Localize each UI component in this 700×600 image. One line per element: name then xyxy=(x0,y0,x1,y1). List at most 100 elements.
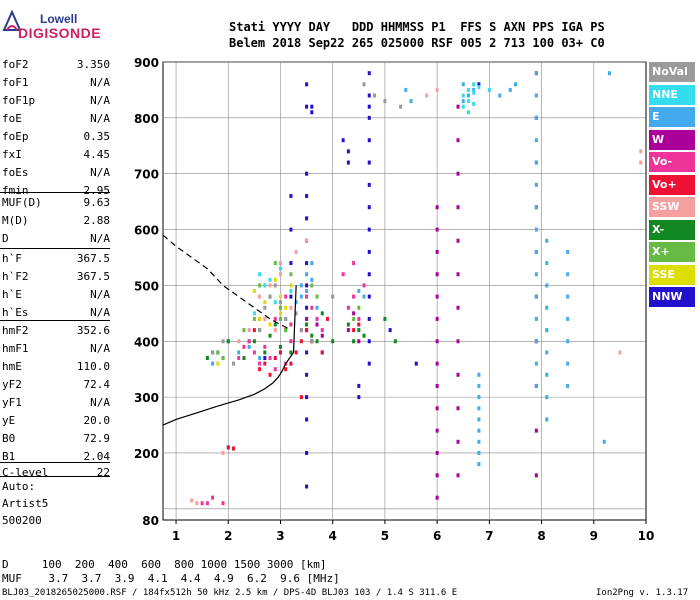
echo-mark xyxy=(237,356,241,361)
param-value: 2.04 xyxy=(83,450,111,463)
echo-mark xyxy=(305,261,309,266)
echo-mark xyxy=(263,344,267,349)
echo-mark xyxy=(305,294,309,299)
param-row: foEs N/A xyxy=(2,164,110,182)
echo-mark xyxy=(352,294,356,299)
echo-mark xyxy=(258,283,262,288)
param-name: C-level xyxy=(2,466,49,479)
echo-mark xyxy=(211,495,215,500)
legend-item: NoVal xyxy=(649,62,695,82)
param-value: 367.5 xyxy=(76,270,110,283)
echo-mark xyxy=(305,305,309,310)
echo-mark xyxy=(263,305,267,310)
echo-mark xyxy=(435,383,439,388)
echo-mark xyxy=(258,356,262,361)
param-separator xyxy=(0,192,110,193)
echo-mark xyxy=(268,277,272,282)
echo-mark xyxy=(252,289,256,293)
echo-mark xyxy=(383,316,387,321)
echo-mark xyxy=(305,171,309,176)
echo-mark xyxy=(305,316,309,321)
echo-mark xyxy=(289,361,293,366)
echo-mark xyxy=(367,272,371,277)
echo-mark xyxy=(315,294,319,299)
param-row: foE N/A xyxy=(2,110,110,128)
echo-mark xyxy=(289,194,293,199)
echo-mark xyxy=(566,339,570,344)
echo-mark xyxy=(362,294,366,299)
echo-mark xyxy=(221,339,225,344)
echo-mark xyxy=(456,104,460,109)
echo-mark xyxy=(477,406,481,411)
echo-mark xyxy=(226,445,230,450)
echo-mark xyxy=(545,238,549,243)
echo-mark xyxy=(299,339,303,344)
echo-mark xyxy=(346,322,350,327)
y-tick-label: 800 xyxy=(134,112,159,126)
param-separator xyxy=(0,476,110,477)
param-name: foE xyxy=(2,112,22,125)
echo-mark xyxy=(305,289,309,293)
param-row: foF2 3.350 xyxy=(2,56,110,74)
echo-mark xyxy=(534,316,538,321)
echo-mark xyxy=(268,356,272,361)
echo-mark xyxy=(534,294,538,299)
param-name: yF1 xyxy=(2,396,22,409)
param-name: h`F2 xyxy=(2,270,29,283)
echo-mark xyxy=(435,495,439,500)
echo-mark xyxy=(258,294,262,299)
echo-mark xyxy=(367,182,371,187)
echo-mark xyxy=(289,289,293,293)
echo-mark xyxy=(278,272,282,277)
echo-mark xyxy=(294,311,298,316)
echo-mark xyxy=(231,361,235,366)
param-value: 20.0 xyxy=(83,414,111,427)
echo-mark xyxy=(566,316,570,321)
echo-mark xyxy=(252,339,256,344)
echo-mark xyxy=(545,328,549,333)
param-row: yE 20.0 xyxy=(2,412,110,430)
echo-mark xyxy=(263,361,267,366)
echo-mark xyxy=(305,272,309,277)
echo-mark xyxy=(305,104,309,109)
echo-mark xyxy=(310,277,314,282)
echo-mark xyxy=(258,367,262,372)
echo-mark xyxy=(545,417,549,422)
echo-mark xyxy=(367,294,371,299)
echo-mark xyxy=(357,383,361,388)
echo-mark xyxy=(362,82,366,87)
echo-mark xyxy=(472,82,476,87)
param-row: foEp 0.35 xyxy=(2,128,110,146)
param-row: M(D) 2.88 xyxy=(2,212,110,230)
echo-mark xyxy=(247,344,251,349)
echo-mark xyxy=(472,90,476,95)
echo-mark xyxy=(566,272,570,277)
profile-solid-line xyxy=(162,285,297,426)
echo-mark xyxy=(466,110,470,115)
echo-mark xyxy=(456,372,460,377)
echo-mark xyxy=(477,462,481,467)
echo-mark xyxy=(367,93,371,98)
header-row-labels: Stati YYYY DAY DDD HHMMSS P1 FFS S AXN P… xyxy=(229,20,605,34)
echo-mark xyxy=(534,428,538,433)
echo-mark xyxy=(273,322,277,327)
echo-mark xyxy=(456,138,460,143)
echo-mark xyxy=(435,339,439,344)
echo-mark xyxy=(435,249,439,254)
param-value: 72.4 xyxy=(83,378,111,391)
echo-mark xyxy=(352,339,356,344)
echo-mark xyxy=(320,350,324,355)
param-value: N/A xyxy=(90,76,110,89)
echo-mark xyxy=(534,272,538,277)
echo-mark xyxy=(310,110,314,115)
echo-mark xyxy=(534,71,538,76)
echo-mark xyxy=(305,484,309,489)
echo-mark xyxy=(263,350,267,355)
echo-mark xyxy=(367,361,371,366)
echo-mark xyxy=(252,328,256,333)
echo-mark xyxy=(325,316,329,321)
echo-mark xyxy=(258,272,262,277)
param-name: foEp xyxy=(2,130,29,143)
param-name: foF2 xyxy=(2,58,29,71)
x-tick-label: 5 xyxy=(381,529,389,543)
